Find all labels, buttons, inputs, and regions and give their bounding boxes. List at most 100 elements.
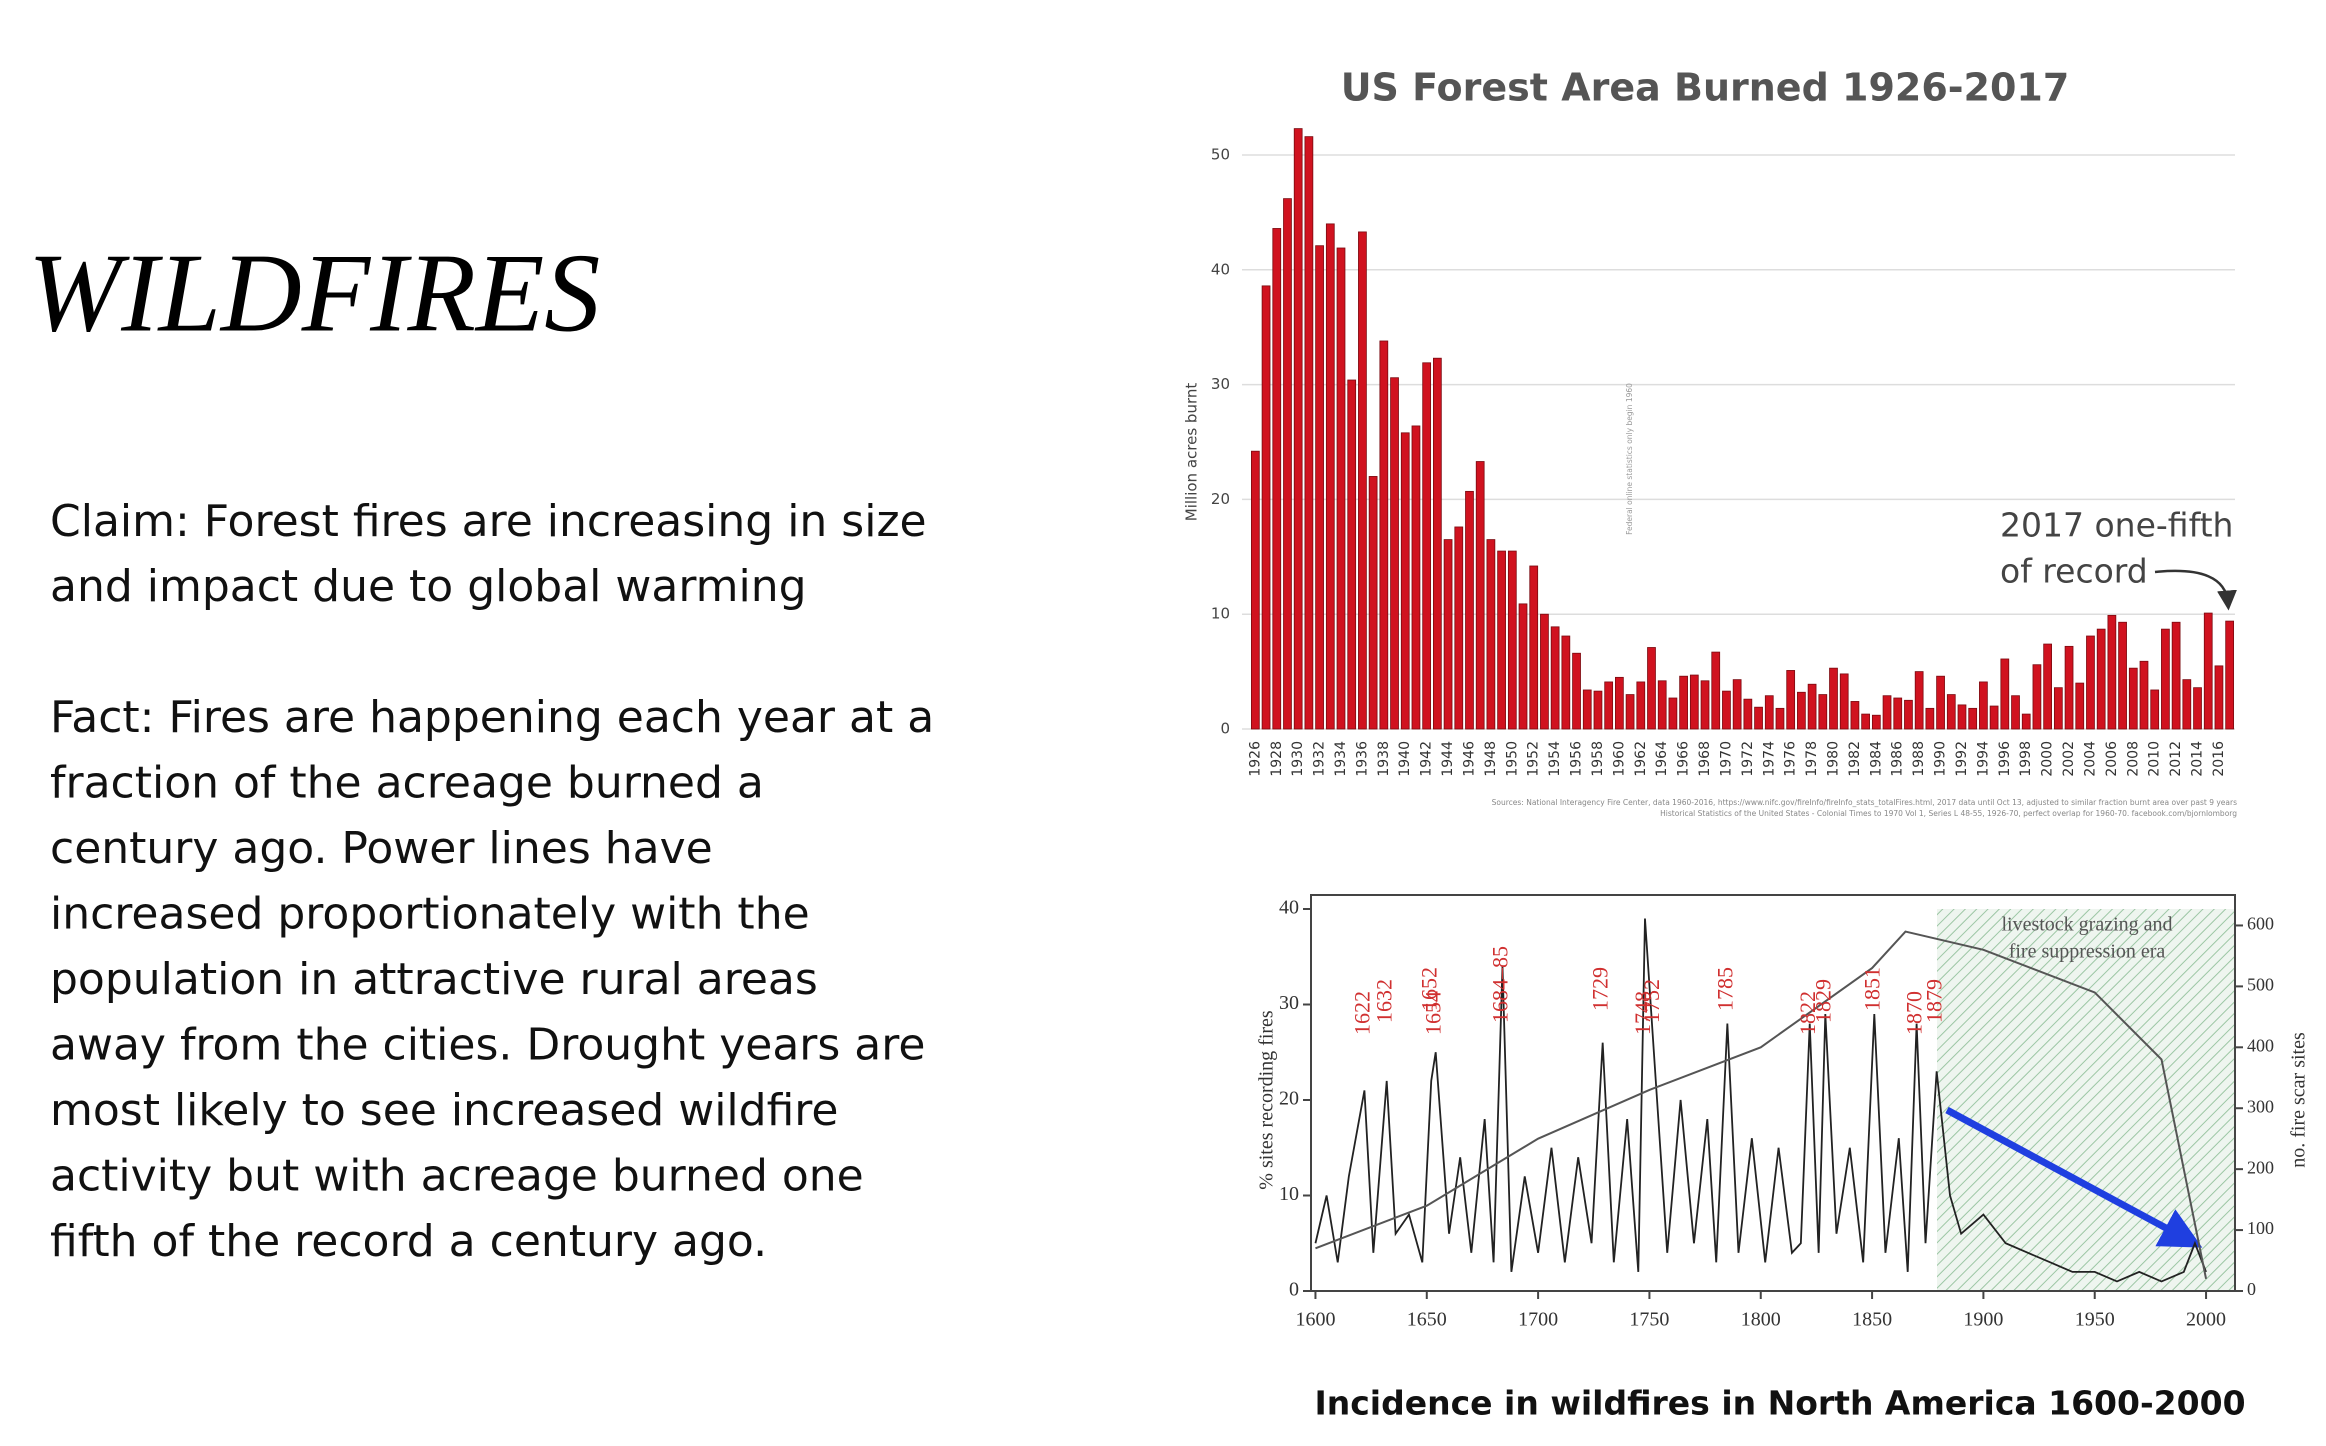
x-tick-label: 1948	[1483, 741, 1499, 777]
bar	[1807, 683, 1817, 730]
bar	[1582, 689, 1592, 730]
x-tick-label: 1928	[1269, 741, 1285, 777]
x-tick-label: 1750	[1629, 1309, 1669, 1331]
bar	[2214, 665, 2224, 730]
bar	[2053, 687, 2063, 730]
bar	[2128, 667, 2138, 730]
y2-tick-label: 600	[2247, 914, 2274, 934]
fact-line: Fact: Fires are happening each year at a	[50, 692, 934, 743]
bar	[1433, 357, 1442, 730]
bar	[1304, 136, 1314, 730]
x-tick-label: 1936	[1354, 741, 1370, 777]
bar	[1540, 613, 1549, 730]
bar	[1936, 675, 1945, 730]
x-tick-label: 1930	[1290, 741, 1306, 777]
x-tick-label: 1950	[1504, 741, 1520, 777]
bar	[1518, 603, 1528, 730]
bar	[1561, 635, 1571, 730]
bar	[2021, 713, 2031, 730]
bar	[1486, 539, 1496, 730]
x-tick-label: 1954	[1547, 741, 1563, 777]
y-tick-label: 40	[1211, 260, 1230, 278]
x-tick-label: 1700	[1518, 1309, 1558, 1331]
x-tick-label: 1600	[1295, 1309, 1335, 1331]
bar	[1647, 647, 1656, 730]
bar	[2096, 628, 2106, 730]
annotation: of record	[2000, 552, 2148, 591]
bar	[1839, 673, 1849, 730]
bar	[1989, 705, 1999, 730]
y-axis-label: Million acres burnt	[1183, 383, 1201, 522]
year-annotation: 1822	[1795, 991, 1820, 1035]
bar	[1818, 694, 1828, 730]
bar	[1390, 377, 1399, 730]
bar	[1636, 681, 1646, 730]
fact-line: fifth of the record a century ago.	[50, 1216, 767, 1267]
bar	[1625, 694, 1635, 730]
bar	[1358, 231, 1367, 730]
y-tick-label: 10	[1211, 605, 1230, 623]
bar	[2139, 660, 2149, 730]
x-tick-label: 1850	[1852, 1309, 1892, 1331]
x-tick-label: 1974	[1761, 741, 1777, 777]
era-label: livestock grazing and	[2001, 914, 2172, 936]
x-tick-label: 1978	[1804, 741, 1820, 777]
year-annotation: 1652	[1416, 967, 1441, 1011]
bar	[2203, 612, 2213, 730]
y-tick-label: 0	[1220, 720, 1230, 738]
bar	[2000, 658, 2010, 730]
bar	[1465, 490, 1474, 730]
bar	[1850, 701, 1860, 730]
fact-line: most likely to see increased wildfire	[50, 1085, 838, 1136]
x-tick-label: 2004	[2082, 741, 2098, 777]
chart-title: US Forest Area Burned 1926-2017	[1341, 66, 2070, 110]
y-tick-label: 0	[1289, 1279, 1299, 1301]
plot-frame	[1310, 894, 2236, 1292]
bar	[2043, 643, 2052, 730]
fact-line: away from the cities. Drought years are	[50, 1020, 925, 1071]
bar	[1861, 713, 1870, 730]
bar	[1689, 674, 1699, 730]
y-tick-label: 30	[1279, 992, 1299, 1014]
x-tick-label: 1996	[1997, 741, 2013, 777]
year-annotation: 1870	[1902, 991, 1927, 1035]
bar	[2064, 645, 2074, 730]
year-annotation: 1879	[1922, 979, 1947, 1023]
bar	[1572, 652, 1581, 730]
x-tick-label: 2000	[2186, 1309, 2226, 1331]
sources: Historical Statistics of the United Stat…	[1660, 809, 2237, 818]
x-tick-label: 2006	[2104, 741, 2120, 777]
bar	[1882, 695, 1892, 730]
bar	[2225, 620, 2235, 730]
bar	[1914, 671, 1924, 730]
bar	[1946, 694, 1956, 730]
x-tick-label: 2010	[2147, 741, 2163, 777]
bar	[1497, 550, 1506, 730]
claim-line: and impact due to global warming	[50, 561, 807, 612]
bar	[1968, 707, 1978, 730]
bar	[1668, 697, 1678, 730]
bar	[1732, 679, 1742, 730]
y2-tick-label: 200	[2247, 1157, 2274, 1177]
year-annotation: 1748	[1630, 991, 1655, 1035]
x-tick-label: 1970	[1718, 741, 1734, 777]
x-tick-label: 1938	[1376, 741, 1392, 777]
x-tick-label: 2012	[2168, 741, 2184, 777]
year-annotation: 1851	[1859, 967, 1884, 1011]
x-tick-label: 2014	[2190, 741, 2206, 777]
x-tick-label: 1932	[1312, 741, 1328, 777]
year-annotation: 1729	[1588, 967, 1613, 1011]
x-tick-label: 1992	[1954, 741, 1970, 777]
bar	[1711, 651, 1721, 730]
bar	[1272, 228, 1282, 730]
fact-line: increased proportionately with the	[50, 889, 810, 940]
bar	[1657, 680, 1667, 730]
x-tick-label: 1966	[1676, 741, 1692, 777]
bar	[1550, 626, 1560, 730]
x-tick-label: 1990	[1933, 741, 1949, 777]
claim-line: Claim: Forest fires are increasing in si…	[50, 496, 927, 547]
sources: Sources: National Interagency Fire Cente…	[1492, 798, 2237, 807]
x-tick-label: 1934	[1333, 741, 1349, 777]
year-annotation: 1752	[1639, 979, 1664, 1023]
x-tick-label: 1926	[1247, 741, 1263, 777]
